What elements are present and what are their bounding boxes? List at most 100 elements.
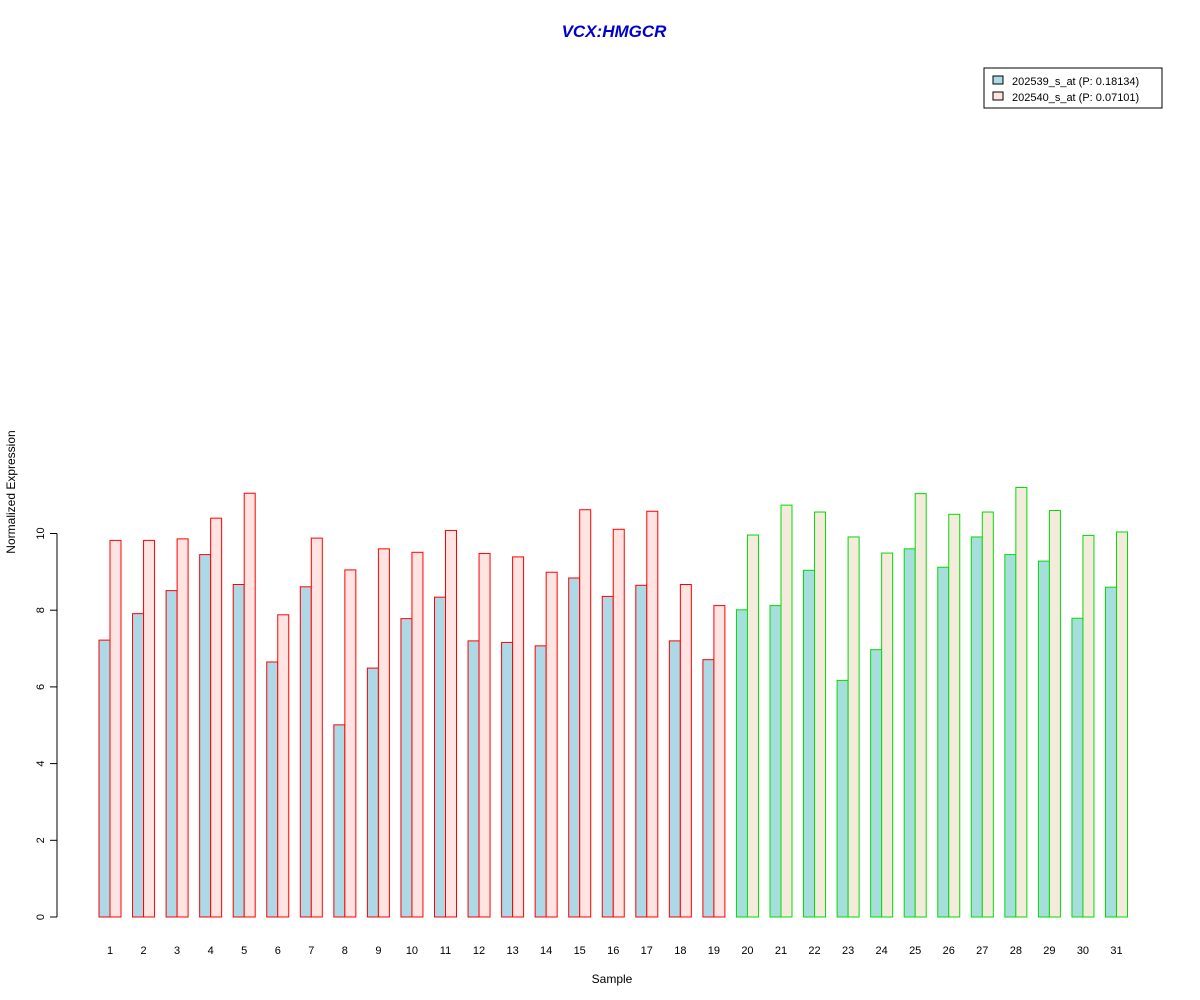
bar-sample-29-series-1 <box>1037 560 1050 918</box>
bar-sample-23-series-1 <box>836 679 849 918</box>
x-tick-label: 8 <box>342 945 348 957</box>
y-axis: 0 2 4 6 8 10 <box>35 527 58 920</box>
x-tick-label: 20 <box>741 945 753 957</box>
y-tick-label: 0 <box>35 914 47 920</box>
x-tick-label: 2 <box>140 945 146 957</box>
y-tick-label: 4 <box>35 761 47 767</box>
x-tick-label: 14 <box>540 945 552 957</box>
bar-sample-17-series-1 <box>635 584 648 918</box>
x-tick-label: 9 <box>375 945 381 957</box>
x-tick-label: 1 <box>107 945 113 957</box>
bar-sample-28-series-2 <box>1015 486 1028 918</box>
x-tick-label: 4 <box>208 945 214 957</box>
bar-sample-29-series-2 <box>1048 509 1061 918</box>
x-tick-label: 10 <box>406 945 418 957</box>
bar-sample-25-series-1 <box>903 548 916 918</box>
legend-label-series-2: 202540_s_at (P: 0.07101) <box>1012 92 1139 104</box>
bar-sample-10-series-2 <box>411 551 424 918</box>
legend-swatch-series-1 <box>992 75 1004 85</box>
x-tick-label: 13 <box>506 945 518 957</box>
bar-sample-4-series-2 <box>210 517 223 918</box>
bar-sample-15-series-2 <box>579 509 592 918</box>
bar-sample-15-series-1 <box>568 577 581 918</box>
x-tick-label: 5 <box>241 945 247 957</box>
bar-sample-1-series-1 <box>98 639 111 918</box>
y-tick-label: 8 <box>35 607 47 613</box>
x-tick-label: 31 <box>1110 945 1122 957</box>
x-tick-label: 3 <box>174 945 180 957</box>
x-tick-label: 22 <box>808 945 820 957</box>
bar-sample-11-series-2 <box>445 529 457 918</box>
bar-sample-6-series-2 <box>277 614 290 918</box>
bar-sample-11-series-1 <box>434 596 446 918</box>
bar-sample-3-series-2 <box>176 538 189 918</box>
bar-sample-6-series-1 <box>266 661 279 918</box>
bar-sample-21-series-2 <box>780 504 793 918</box>
bar-sample-26-series-1 <box>937 566 950 918</box>
bars <box>98 486 1128 918</box>
bar-sample-24-series-2 <box>881 552 894 918</box>
bar-sample-27-series-2 <box>981 511 994 918</box>
bar-sample-20-series-2 <box>746 534 759 918</box>
x-tick-label: 28 <box>1010 945 1022 957</box>
x-tick-label: 30 <box>1077 945 1089 957</box>
bar-sample-19-series-2 <box>713 605 726 918</box>
legend-swatch-series-2 <box>992 91 1004 101</box>
bar-sample-9-series-1 <box>366 667 379 918</box>
x-tick-label: 27 <box>976 945 988 957</box>
bar-sample-9-series-2 <box>377 548 390 918</box>
bar-sample-22-series-2 <box>814 511 827 918</box>
x-axis-label: Sample <box>592 972 633 986</box>
bar-sample-5-series-1 <box>232 584 245 918</box>
bar-sample-17-series-2 <box>646 510 659 918</box>
bar-sample-28-series-1 <box>1004 554 1017 918</box>
legend-label-series-1: 202539_s_at (P: 0.18134) <box>1012 76 1139 88</box>
bar-sample-31-series-1 <box>1105 586 1117 918</box>
bar-sample-20-series-1 <box>735 609 748 918</box>
bar-sample-4-series-1 <box>199 554 212 918</box>
bar-sample-14-series-2 <box>545 571 558 918</box>
bar-sample-8-series-1 <box>333 724 346 918</box>
bar-sample-12-series-2 <box>478 552 491 918</box>
bar-sample-27-series-1 <box>970 536 983 918</box>
legend: 202539_s_at (P: 0.18134) 202540_s_at (P:… <box>983 67 1163 109</box>
bar-sample-13-series-2 <box>512 556 525 918</box>
bar-sample-16-series-1 <box>601 595 614 918</box>
bar-sample-14-series-1 <box>534 645 547 918</box>
bar-sample-30-series-2 <box>1082 534 1095 918</box>
x-tick-label: 29 <box>1043 945 1055 957</box>
x-tick-label: 25 <box>909 945 921 957</box>
bar-sample-5-series-2 <box>243 492 256 918</box>
chart-title: VCX:HMGCR <box>562 22 668 41</box>
x-tick-label: 7 <box>308 945 314 957</box>
x-tick-label: 18 <box>674 945 686 957</box>
bar-sample-19-series-1 <box>702 659 715 918</box>
x-tick-label: 12 <box>473 945 485 957</box>
y-tick-label: 10 <box>35 527 47 539</box>
x-tick-label: 16 <box>607 945 619 957</box>
bar-sample-8-series-2 <box>344 569 357 918</box>
y-axis-label: Normalized Expression <box>4 430 18 553</box>
x-tick-label: 19 <box>708 945 720 957</box>
x-tick-labels: 1 2 3 4 5 6 7 8 9 10 11 12 13 14 15 16 17 18 19 20 21 22 23 24 2… <box>107 945 1123 957</box>
x-tick-label: 21 <box>775 945 787 957</box>
bar-sample-7-series-2 <box>310 537 323 918</box>
y-tick-label: 6 <box>35 684 47 690</box>
bar-sample-31-series-2 <box>1116 531 1128 918</box>
bar-sample-10-series-1 <box>400 618 413 918</box>
x-tick-label: 11 <box>440 945 451 957</box>
bar-sample-13-series-1 <box>501 641 514 918</box>
bar-sample-21-series-1 <box>769 605 782 918</box>
x-tick-label: 26 <box>943 945 955 957</box>
bar-sample-22-series-1 <box>803 569 816 918</box>
bar-sample-7-series-1 <box>299 586 312 918</box>
bar-sample-30-series-1 <box>1071 617 1084 918</box>
bar-sample-24-series-1 <box>870 649 883 918</box>
x-tick-label: 17 <box>641 945 653 957</box>
bar-sample-1-series-2 <box>109 539 122 918</box>
x-tick-label: 15 <box>574 945 586 957</box>
x-tick-label: 6 <box>275 945 281 957</box>
bar-sample-3-series-1 <box>165 590 178 918</box>
bar-sample-26-series-2 <box>948 513 961 918</box>
